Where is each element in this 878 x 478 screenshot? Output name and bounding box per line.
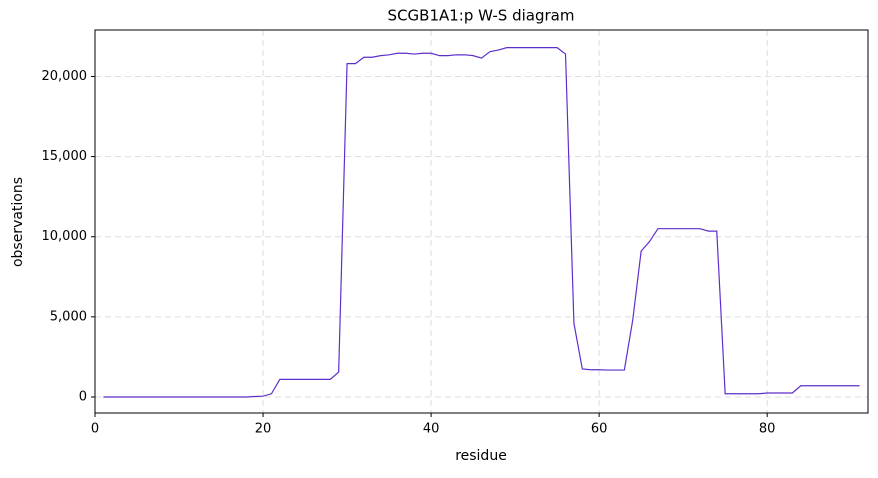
x-tick-label: 20 bbox=[255, 422, 272, 437]
x-tick-label: 60 bbox=[591, 422, 608, 437]
y-tick-label: 5,000 bbox=[50, 309, 87, 324]
plot-frame bbox=[94, 29, 869, 414]
data-line bbox=[103, 47, 860, 398]
chart-title: SCGB1A1:p W-S diagram bbox=[388, 7, 575, 25]
y-axis-label: observations bbox=[10, 177, 26, 267]
x-tick-label: 80 bbox=[759, 422, 776, 437]
x-tick-label: 40 bbox=[423, 422, 440, 437]
y-tick-label: 0 bbox=[79, 389, 87, 404]
x-axis-label: residue bbox=[455, 448, 507, 464]
x-tick-label: 0 bbox=[91, 422, 99, 437]
y-tick-label: 20,000 bbox=[42, 69, 88, 84]
y-tick-label: 15,000 bbox=[42, 149, 88, 164]
y-tick-label: 10,000 bbox=[42, 229, 88, 244]
